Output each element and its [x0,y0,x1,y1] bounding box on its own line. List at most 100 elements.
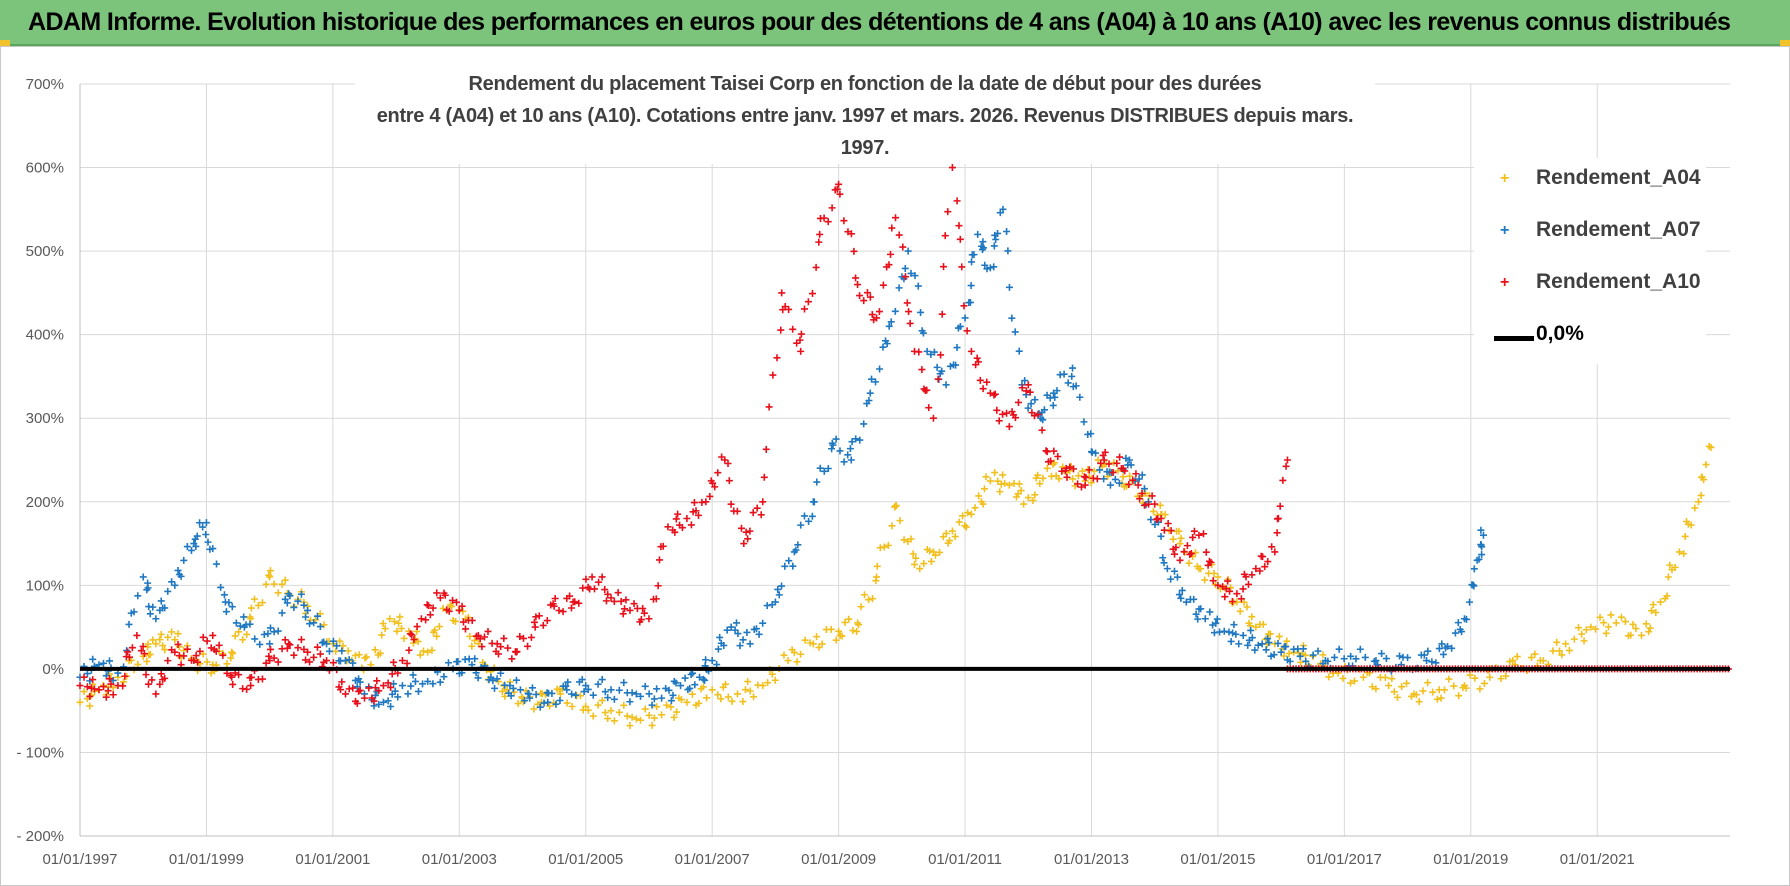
point-a04-33-1 [764,679,772,687]
point-a04-17-4 [414,637,422,645]
point-a07-60-6 [1235,640,1243,648]
point-a10-37-4 [789,325,797,333]
point-a10-12-2 [310,653,318,661]
point-a10-35-6 [757,511,765,519]
point-a07-34-2 [752,625,760,633]
point-a04-45-5 [1017,487,1025,495]
point-a10-31-6 [678,524,686,532]
point-a07-60-4 [1230,621,1238,629]
point-a10-53-2 [1085,466,1093,474]
point-a07-27-6 [628,689,636,697]
point-a04-25-3 [568,702,576,710]
point-a07-22-4 [516,686,524,694]
point-a04-67-1 [1462,684,1470,692]
point-a04-33-4 [771,676,779,684]
point-a10-61-2 [1239,585,1247,593]
point-a07-46-6 [983,265,991,273]
point-a10-47-3 [974,358,982,366]
point-a07-41-3 [895,284,903,292]
point-a07-16-6 [394,693,402,701]
point-a04-28-2 [641,705,649,713]
point-a10-39-2 [820,214,828,222]
point-a10-14-4 [353,699,361,707]
point-a10-0-5 [89,676,97,684]
point-a04-45 [1005,481,1013,489]
point-a10-62 [1252,565,1260,573]
point-a07-4-5 [164,587,172,595]
point-a04-18 [424,648,432,656]
point-a10-41-2 [860,297,868,305]
point-a04-44 [986,477,994,485]
point-a10-2-4 [124,648,132,656]
point-a10-13-2 [329,659,337,667]
point-a04-69-5 [1531,650,1539,658]
point-a04-75-4 [1666,561,1674,569]
point-a04-23-1 [519,698,527,706]
point-a04-3-6 [149,636,157,644]
point-a07-14 [342,657,350,665]
point-a07-62-3 [1265,639,1273,647]
point-a04-6-5 [203,658,211,666]
point-a10-4-4 [161,674,169,682]
point-a10-9-6 [265,652,273,660]
point-a04-77 [1694,498,1702,506]
y-tick-label-2: 0% [42,661,64,678]
point-a07-35-3 [778,582,786,590]
point-a07-14-1 [345,656,353,664]
point-a07-35 [771,598,779,606]
point-a10-13-6 [338,678,346,686]
point-a10-29-5 [639,605,647,613]
point-a07-26-5 [601,688,609,696]
point-a10-6-1 [192,652,200,660]
point-a04-73-4 [1627,631,1635,639]
point-a10-63 [1271,548,1279,556]
point-a10-49-4 [1014,398,1022,406]
point-a04-43-4 [979,500,987,508]
point-a07-15-4 [371,691,379,699]
point-a07-51-1 [1051,393,1059,401]
point-a10-28-2 [614,589,622,597]
point-a07-10-6 [283,599,291,607]
point-a04-13-6 [344,647,352,655]
point-a07-65-4 [1335,645,1343,653]
point-a10-11-1 [286,641,294,649]
point-a04-31 [708,686,716,694]
point-a04-70-6 [1558,651,1566,659]
point-a10-50 [1024,381,1032,389]
point-a07-44-3 [952,361,960,369]
point-a04-4-5 [164,633,172,641]
point-a07-59-1 [1206,608,1214,616]
point-a07-69-5 [1438,640,1446,648]
point-a10-48 [986,389,994,397]
point-a04-33 [759,682,767,690]
point-a07-63 [1277,648,1285,656]
point-a04-40-2 [916,565,924,573]
point-a07-2-2 [123,647,131,655]
point-a10-13 [323,657,331,665]
point-a10-21-2 [478,643,486,651]
point-a04-31-1 [714,691,722,699]
point-a07-11-5 [300,601,308,609]
point-a07-14-6 [356,678,364,686]
point-a04-8-2 [231,632,239,640]
point-a04-70-2 [1544,660,1552,668]
point-a04-31-2 [717,695,725,703]
point-a04-57-2 [1240,598,1248,606]
point-a10-46-1 [953,197,961,205]
point-a10-14-2 [349,684,357,692]
point-a10-24-4 [543,617,551,625]
point-a10-36-3 [765,403,773,411]
point-a10-12-1 [306,658,314,666]
point-a04-13-1 [332,647,340,655]
point-a10-14-6 [356,686,364,694]
point-a04-24-1 [538,690,546,698]
point-a04-9-2 [250,595,258,603]
point-a10-33-3 [709,479,717,487]
point-a10-0-3 [86,692,94,700]
point-a07-61-1 [1244,641,1252,649]
point-a04-16-4 [396,613,404,621]
point-a04-42-5 [962,523,970,531]
point-a04-34-2 [790,649,798,657]
point-a04-47 [1043,464,1051,472]
point-a10-43-5 [905,308,913,316]
